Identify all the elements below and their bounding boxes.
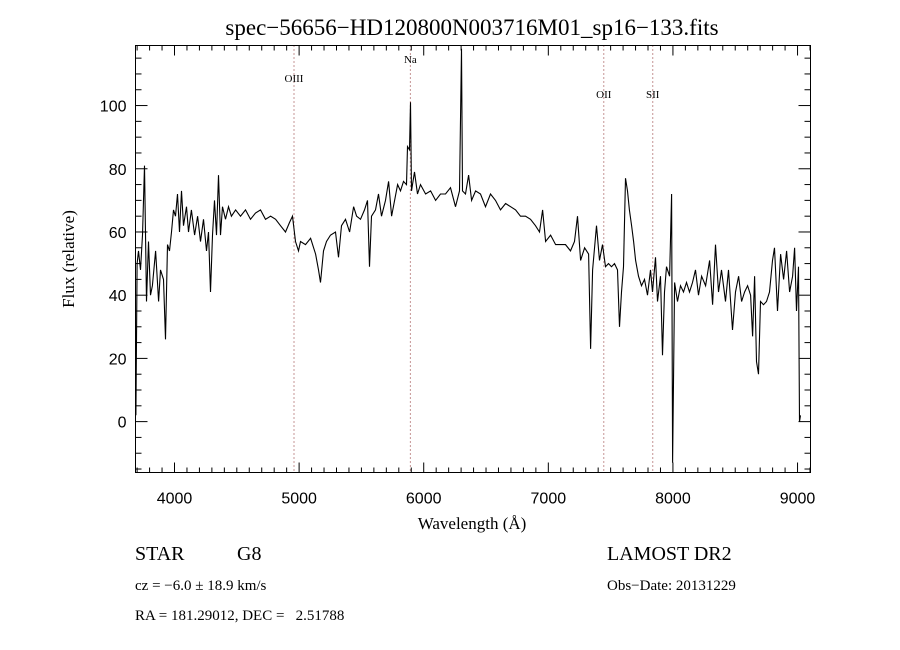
y-tick-label: 40 <box>109 288 127 305</box>
object-class: STAR <box>135 543 185 565</box>
x-tick-label: 6000 <box>406 491 442 508</box>
emission-line-markers: OIII Na OII SII <box>285 45 660 473</box>
x-axis-label: Wavelength (Å) <box>418 514 527 533</box>
redshift-cz: cz = −6.0 ± 18.9 km/s <box>135 578 267 594</box>
obs-date: Obs−Date: 20131229 <box>607 578 736 594</box>
ra-dec: RA = 181.29012, DEC = 2.51788 <box>135 608 344 624</box>
x-tick-label: 8000 <box>655 491 691 508</box>
x-tick-label: 4000 <box>157 491 193 508</box>
plot-frame <box>135 45 811 473</box>
y-tick-label: 100 <box>100 99 127 116</box>
spectrum-line <box>135 48 802 463</box>
y-tick-label: 0 <box>118 415 127 432</box>
line-label-oiii: OIII <box>285 73 304 85</box>
y-tick-label: 80 <box>109 162 127 179</box>
object-subclass: G8 <box>237 543 261 565</box>
line-label-na: Na <box>404 54 417 66</box>
x-tick-label: 9000 <box>780 491 816 508</box>
y-tick-label: 60 <box>109 225 127 242</box>
y-axis-label: Flux (relative) <box>59 210 78 308</box>
x-tick-label: 5000 <box>281 491 317 508</box>
line-label-oii: OII <box>596 89 612 101</box>
chart-title: spec−56656−HD120800N003716M01_sp16−133.f… <box>225 15 718 40</box>
line-label-sii: SII <box>646 89 660 101</box>
axis-ticks: 4000 5000 6000 7000 8000 9000 0 20 40 60 80 100 <box>100 45 816 508</box>
y-tick-label: 20 <box>109 351 127 368</box>
x-tick-label: 7000 <box>531 491 567 508</box>
survey-name: LAMOST DR2 <box>607 543 732 565</box>
